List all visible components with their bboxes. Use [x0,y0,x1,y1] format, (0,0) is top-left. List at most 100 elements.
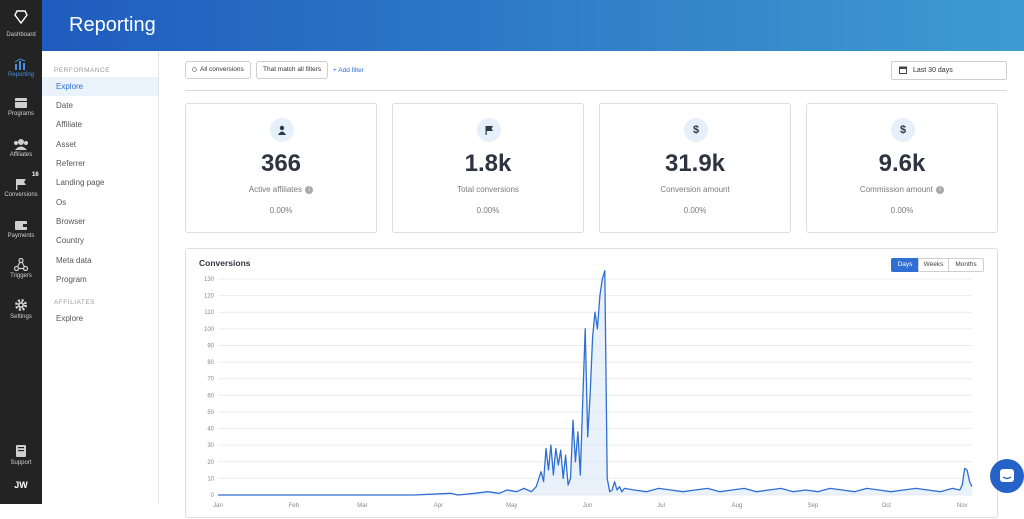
page-header: Reporting [42,0,1024,51]
main-content: All conversions That match all filters +… [159,51,1024,518]
rail-item-label: Payments [7,233,35,239]
y-tick-label: 120 [204,294,215,300]
all-conversions-filter[interactable]: All conversions [185,61,251,79]
rail-item-support[interactable]: Support [0,444,42,466]
rail-item-label: Settings [10,314,32,320]
stat-value: 31.9k [664,150,726,177]
chat-launcher[interactable] [990,459,1024,493]
y-tick-label: 30 [207,443,214,449]
stat-change: 0.00% [476,206,500,215]
book-icon [16,445,26,457]
series-line [218,270,973,496]
rail-item-label: Conversions [4,192,38,198]
user-avatar[interactable]: JW [14,480,28,490]
flag-icon [477,118,501,142]
reporting-subnav: PERFORMANCE Explore Date Affiliate Asset… [42,51,159,504]
stat-card-active-affiliates: 366 Active affiliates i 0.00% [185,103,377,233]
stat-label: Total conversions [457,185,519,194]
y-tick-label: 70 [207,377,214,383]
y-tick-label: 20 [207,460,214,466]
stat-change: 0.00% [890,206,914,215]
layers-icon [15,98,27,108]
subnav-item-program[interactable]: Program [56,275,87,284]
page-title: Reporting [69,14,156,36]
subnav-item-date[interactable]: Date [56,101,73,110]
conversions-chart-card: Conversions Days Weeks Months 0 10 20 30 40 5… [185,248,998,518]
conversions-badge: 16 [32,172,39,178]
network-icon [14,258,28,271]
chat-icon [1000,469,1014,482]
calendar-icon [899,66,907,75]
stat-change: 0.00% [683,206,707,215]
section-label-performance: PERFORMANCE [54,67,111,74]
divider [185,90,1007,91]
stat-value: 1.8k [464,150,512,177]
all-conversions-label: All conversions [200,66,244,73]
subnav-item-asset[interactable]: Asset [56,140,77,149]
stat-value: 366 [260,150,302,177]
rail-item-programs[interactable]: Programs [0,97,42,117]
info-icon[interactable]: i [936,185,945,194]
subnav-item-country[interactable]: Country [56,236,85,245]
user-icon [270,118,294,142]
rail-item-label: Dashboard [6,32,36,38]
dollar-icon: $ [684,118,708,142]
y-tick-label: 80 [207,360,214,366]
rail-item-label: Affiliates [9,152,33,158]
stat-card-commission-amount: $ 9.6k Commission amount i 0.00% [806,103,998,233]
match-filter-button[interactable]: That match all filters [256,61,329,79]
y-tick-label: 90 [207,343,214,349]
y-tick-label: 10 [207,476,214,482]
chart-title: Conversions [199,258,251,268]
date-range-label: Last 30 days [913,67,953,74]
subnav-item-referrer[interactable]: Referrer [56,159,86,168]
users-icon [14,139,28,150]
y-tick-label: 110 [204,310,214,316]
rail-item-payments[interactable]: Payments [0,219,42,239]
rail-item-label: Programs [7,111,34,117]
rail-item-affiliates[interactable]: Affiliates [0,138,42,158]
bar-chart-icon [14,58,26,70]
y-tick-label: 40 [207,427,214,433]
subnav-item-landing-page[interactable]: Landing page [56,178,105,187]
subnav-item-browser[interactable]: Browser [56,217,86,226]
rail-item-conversions[interactable]: Conversions [0,178,42,198]
y-tick-label: 130 [204,277,215,283]
subnav-item-affiliate[interactable]: Affiliate [56,120,83,129]
add-filter-link[interactable]: + Add filter [333,67,364,74]
app-rail: Dashboard Reporting Programs Affiliates … [0,0,42,504]
stat-change: 0.00% [269,206,293,215]
rail-item-dashboard[interactable]: Dashboard [0,30,42,38]
toggle-months[interactable]: Months [948,258,984,272]
dollar-icon: $ [891,118,915,142]
y-tick-label: 60 [207,393,214,399]
section-label-affiliates: AFFILIATES [54,299,95,306]
date-range-picker[interactable]: Last 30 days [891,61,1007,80]
stat-card-conversion-amount: $ 31.9k Conversion amount 0.00% [599,103,791,233]
y-tick-label: 50 [207,410,214,416]
rail-item-label: Reporting [7,72,34,78]
flag-icon [16,179,26,190]
y-tick-label: 100 [204,327,215,333]
series-area [218,270,972,495]
stat-label: Active affiliates i [186,185,376,194]
rail-item-settings[interactable]: Settings [0,298,42,320]
stat-label-text: Active affiliates [248,185,302,194]
rail-item-triggers[interactable]: Triggers [0,258,42,279]
subnav-item-affiliates-explore[interactable]: Explore [56,314,84,323]
rail-item-reporting[interactable]: Reporting [0,58,42,78]
wallet-icon [15,221,27,230]
subnav-item-os[interactable]: Os [56,198,67,207]
info-icon[interactable]: i [305,185,314,194]
subnav-item-explore[interactable]: Explore [42,77,158,96]
stat-label-text: Commission amount [859,185,933,194]
rail-item-label: Triggers [10,273,32,279]
stat-value: 9.6k [878,150,926,177]
rail-item-label: Support [10,460,32,466]
stat-label: Conversion amount [660,185,730,194]
stat-card-total-conversions: 1.8k Total conversions 0.00% [392,103,584,233]
gear-icon [15,299,27,311]
app-logo[interactable] [0,10,42,29]
subnav-item-meta-data[interactable]: Meta data [56,256,92,265]
